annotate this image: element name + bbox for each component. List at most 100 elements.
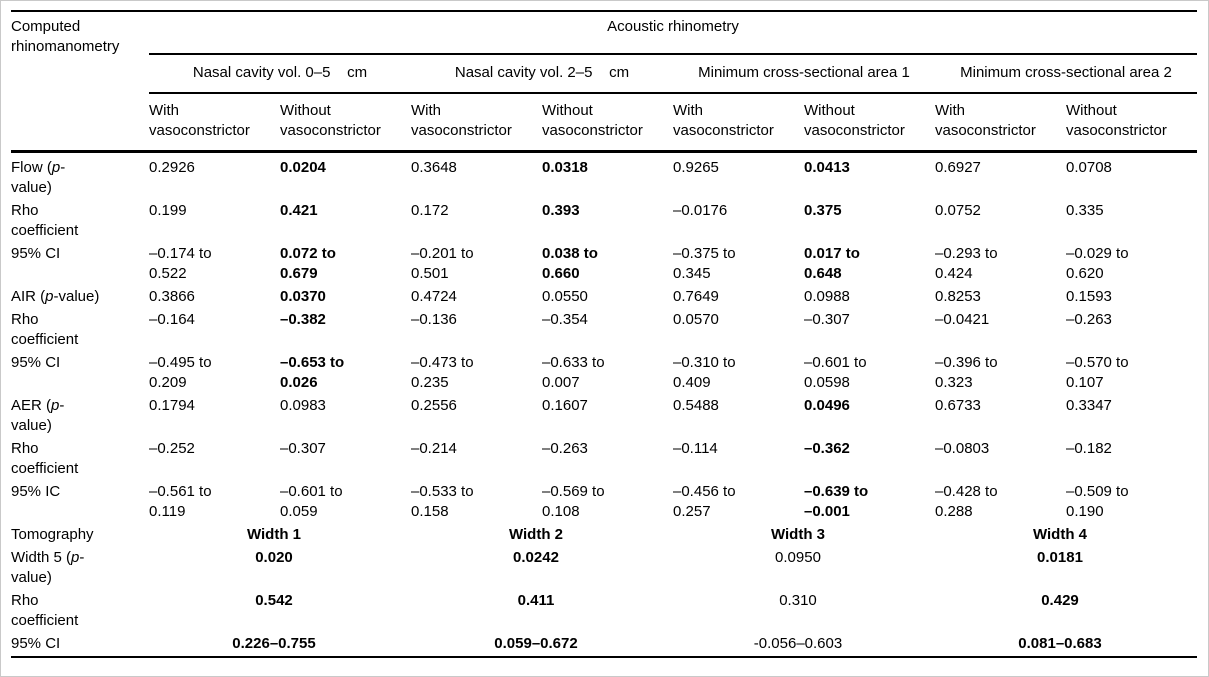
- value-cell: –0.362: [804, 440, 850, 457]
- value-cell: –0.174 to 0.522: [149, 245, 212, 282]
- header-row-groups: Nasal cavity vol. 0–5 cm Nasal cavity vo…: [11, 54, 1197, 94]
- acoustic-rhinometry-header: Acoustic rhinometry: [149, 11, 1197, 55]
- header-row-top: Computed rhinomanometry Acoustic rhinome…: [11, 11, 1197, 153]
- value-cell: 0.2556: [411, 397, 457, 414]
- value-cell: 0.017 to 0.648: [804, 245, 860, 282]
- subheader-with-vasoconstrictor: With vasoconstrictor: [149, 93, 280, 153]
- value-cell: –0.561 to 0.119: [149, 483, 212, 520]
- table-row: AIR (p-value) 0.3866 0.0370 0.4724 0.0550 0.7…: [11, 286, 1197, 309]
- subheader-without-vasoconstrictor: Without vasoconstrictor: [804, 93, 935, 153]
- correlation-table: Computed rhinomanometry Acoustic rhinome…: [11, 10, 1197, 658]
- table-row: 95% CI –0.495 to 0.209 –0.653 to 0.026 –0.4…: [11, 352, 1197, 395]
- value-cell: 0.0752: [935, 202, 981, 219]
- value-cell: –0.495 to 0.209: [149, 354, 212, 391]
- value-cell: –0.569 to 0.108: [542, 483, 605, 520]
- value-cell: 0.335: [1066, 202, 1104, 219]
- table-body: Flow (p- value) 0.2926 0.0204 0.3648 0.0318 0…: [11, 152, 1197, 658]
- subheader-with-vasoconstrictor: With vasoconstrictor: [935, 93, 1066, 153]
- table-row: Flow (p- value) 0.2926 0.0204 0.3648 0.0318 0…: [11, 152, 1197, 201]
- value-cell: 0.199: [149, 202, 187, 219]
- value-cell: 0.081–0.683: [1018, 635, 1102, 652]
- value-cell: 0.0983: [280, 397, 326, 414]
- value-cell: –0.570 to 0.107: [1066, 354, 1129, 391]
- table-row: Rho coefficient 0.542 0.411 0.310 0.429: [11, 590, 1197, 633]
- row-label: Width 5 (p- value): [11, 549, 85, 586]
- value-cell: 0.172: [411, 202, 449, 219]
- row-label: Rho coefficient: [11, 202, 79, 239]
- group-header-mca-1: Minimum cross-sectional area 1: [673, 54, 935, 94]
- header-row-subheaders: With vasoconstrictor Without vasoconstri…: [11, 93, 1197, 153]
- value-cell: –0.164: [149, 311, 195, 328]
- value-cell: 0.5488: [673, 397, 719, 414]
- value-cell: 0.310: [779, 592, 817, 609]
- value-cell: –0.307: [280, 440, 326, 457]
- row-label: Rho coefficient: [11, 592, 79, 629]
- value-cell: Width 3: [770, 526, 826, 543]
- value-cell: –0.214: [411, 440, 457, 457]
- table-row: Rho coefficient –0.164 –0.382 –0.136 –0.354 0…: [11, 309, 1197, 352]
- table-row: Width 5 (p- value) 0.020 0.0242 0.0950 0.018…: [11, 547, 1197, 590]
- value-cell: 0.8253: [935, 288, 981, 305]
- value-cell: 0.038 to 0.660: [542, 245, 598, 282]
- value-cell: 0.375: [804, 202, 842, 219]
- value-cell: 0.0204: [280, 159, 326, 176]
- value-cell: –0.428 to 0.288: [935, 483, 998, 520]
- row-label: 95% CI: [11, 354, 61, 371]
- table-row: AER (p- value) 0.1794 0.0983 0.2556 0.1607 0.…: [11, 395, 1197, 438]
- value-cell: –0.456 to 0.257: [673, 483, 736, 520]
- value-cell: –0.0803: [935, 440, 990, 457]
- row-label: 95% CI: [11, 635, 61, 652]
- row-label: 95% CI: [11, 245, 61, 262]
- value-cell: 0.059–0.672: [494, 635, 578, 652]
- value-cell: 0.411: [517, 592, 555, 609]
- value-cell: 0.0708: [1066, 159, 1112, 176]
- value-cell: 0.1593: [1066, 288, 1112, 305]
- table-row: Rho coefficient 0.199 0.421 0.172 0.393 –0.01…: [11, 200, 1197, 243]
- value-cell: –0.310 to 0.409: [673, 354, 736, 391]
- value-cell: 0.6733: [935, 397, 981, 414]
- value-cell: 0.3866: [149, 288, 195, 305]
- value-cell: –0.533 to 0.158: [411, 483, 474, 520]
- value-cell: –0.639 to –0.001: [804, 483, 869, 520]
- value-cell: –0.354: [542, 311, 588, 328]
- value-cell: 0.542: [255, 592, 293, 609]
- value-cell: –0.375 to 0.345: [673, 245, 736, 282]
- value-cell: –0.0176: [673, 202, 728, 219]
- value-cell: 0.0181: [1037, 549, 1083, 566]
- row-label: Tomography: [11, 526, 94, 543]
- value-cell: 0.2926: [149, 159, 195, 176]
- value-cell: –0.182: [1066, 440, 1112, 457]
- value-cell: –0.029 to 0.620: [1066, 245, 1129, 282]
- value-cell: 0.0370: [280, 288, 326, 305]
- value-cell: 0.0988: [804, 288, 850, 305]
- value-cell: 0.020: [255, 549, 293, 566]
- value-cell: –0.293 to 0.424: [935, 245, 998, 282]
- row-label: AER (p- value): [11, 397, 65, 434]
- subheader-without-vasoconstrictor: Without vasoconstrictor: [1066, 93, 1197, 153]
- value-cell: –0.252: [149, 440, 195, 457]
- value-cell: 0.393: [542, 202, 580, 219]
- value-cell: Width 1: [246, 526, 302, 543]
- value-cell: –0.263: [542, 440, 588, 457]
- row-label: 95% IC: [11, 483, 61, 500]
- subheader-with-vasoconstrictor: With vasoconstrictor: [411, 93, 542, 153]
- table-row: 95% CI 0.226–0.755 0.059–0.672 -0.056–0.603…: [11, 633, 1197, 657]
- value-cell: –0.633 to 0.007: [542, 354, 605, 391]
- row-label: Rho coefficient: [11, 311, 79, 348]
- value-cell: 0.0496: [804, 397, 850, 414]
- value-cell: 0.6927: [935, 159, 981, 176]
- row-label: Rho coefficient: [11, 440, 79, 477]
- value-cell: –0.509 to 0.190: [1066, 483, 1129, 520]
- value-cell: –0.653 to 0.026: [280, 354, 345, 391]
- value-cell: –0.136: [411, 311, 457, 328]
- subheader-with-vasoconstrictor: With vasoconstrictor: [673, 93, 804, 153]
- value-cell: Width 4: [1032, 526, 1088, 543]
- value-cell: –0.0421: [935, 311, 990, 328]
- value-cell: 0.4724: [411, 288, 457, 305]
- table-row: 95% CI –0.174 to 0.522 0.072 to 0.679 –0.20…: [11, 243, 1197, 286]
- group-header-nasal-vol-0-5: Nasal cavity vol. 0–5 cm: [149, 54, 411, 94]
- value-cell: 0.0413: [804, 159, 850, 176]
- corner-label: Computed rhinomanometry: [11, 11, 149, 153]
- value-cell: –0.473 to 0.235: [411, 354, 474, 391]
- value-cell: –0.263: [1066, 311, 1112, 328]
